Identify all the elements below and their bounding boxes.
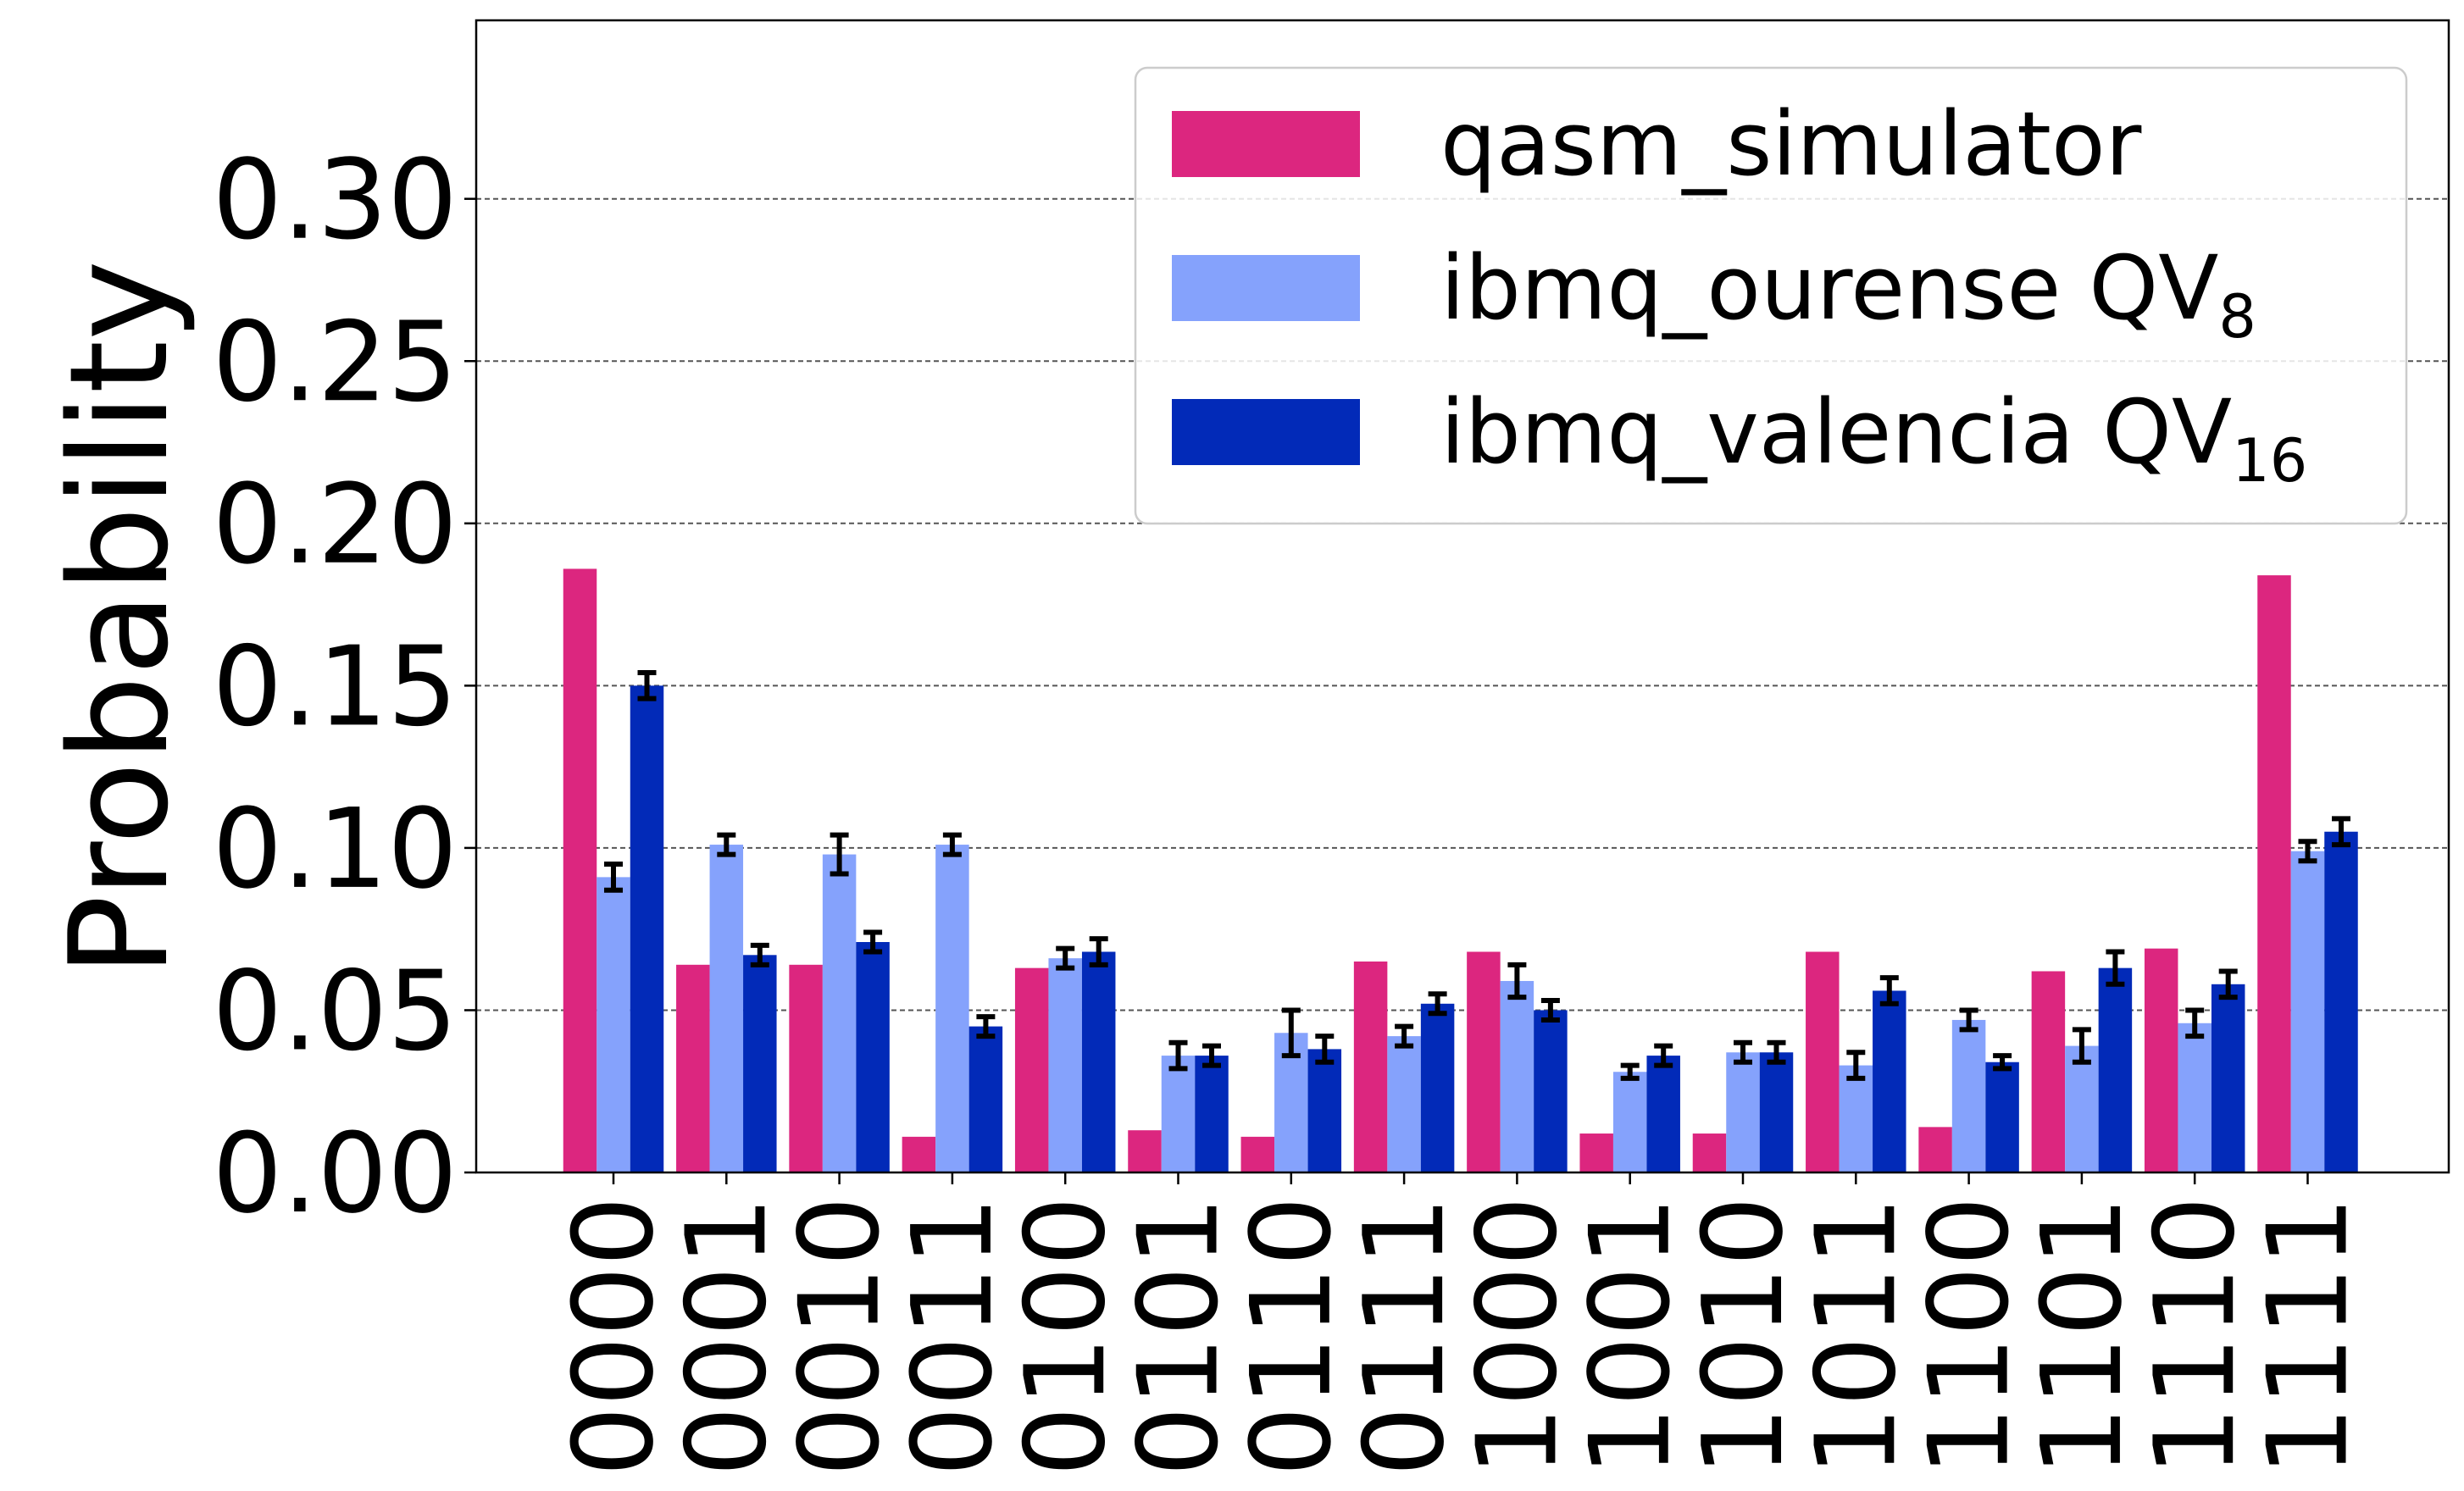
bar [789, 964, 823, 1172]
legend-box [1134, 66, 2408, 525]
bar [968, 1026, 1003, 1172]
bar [563, 568, 597, 1172]
legend-label: qasm_simulator [1440, 92, 2142, 196]
bar [1353, 961, 1388, 1172]
bar [1307, 1049, 1342, 1172]
bar [2144, 948, 2178, 1172]
legend-label-name: qasm_simulator [1440, 92, 2142, 196]
x-tick-label: 0100 [1001, 1196, 1129, 1477]
y-tick-label: 0.15 [213, 622, 458, 751]
bar [2098, 967, 2133, 1172]
y-tick-label: 0.10 [213, 784, 458, 913]
bar [630, 685, 664, 1172]
bar [2178, 1023, 2211, 1172]
bar [902, 1136, 936, 1172]
x-tick-label: 0111 [1340, 1196, 1468, 1477]
legend: qasm_simulator ibmq_ourense QV8 ibmq_valen… [1134, 66, 2408, 525]
x-tick-label: 1111 [2244, 1196, 2372, 1477]
bar [2290, 851, 2325, 1172]
bar [1387, 1036, 1421, 1172]
bar [2257, 575, 2291, 1172]
bar [2324, 831, 2358, 1172]
bar [1918, 1127, 1952, 1172]
bar [1692, 1133, 1727, 1172]
x-tick-label: 1010 [1679, 1196, 1807, 1477]
x-tick-label: 0110 [1227, 1196, 1356, 1477]
bar [1081, 951, 1116, 1172]
bar [1467, 951, 1501, 1172]
x-tick-label: 1001 [1566, 1196, 1695, 1477]
y-axis-label: Probability [40, 260, 198, 977]
bar [1646, 1056, 1680, 1172]
bar [2211, 984, 2245, 1172]
x-tick-label: 1000 [1452, 1196, 1581, 1477]
bar [1951, 1019, 1986, 1172]
y-tick-label: 0.25 [213, 297, 458, 426]
legend-label-subscript: 8 [2218, 282, 2256, 352]
bar [935, 845, 969, 1172]
bar [1534, 1010, 1568, 1172]
legend-swatch [1172, 111, 1360, 177]
bar [1612, 1072, 1647, 1172]
x-tick-label: 0000 [549, 1196, 678, 1477]
x-tick-label: 0101 [1114, 1196, 1243, 1477]
bar [856, 942, 890, 1172]
legend-label-name: ibmq_valencia QV [1440, 380, 2232, 484]
x-tick-label: 0010 [775, 1196, 904, 1477]
x-axis: 0000000100100011010001010110011110001001… [549, 1172, 2372, 1477]
bar [2065, 1045, 2099, 1172]
bar [2031, 971, 2066, 1172]
x-tick-label: 0001 [662, 1196, 791, 1477]
bar [1759, 1052, 1794, 1172]
bar [1839, 1065, 1873, 1172]
y-axis: 0.00 0.05 0.10 0.15 0.20 0.25 0.30 [213, 136, 476, 1238]
bar [1500, 980, 1534, 1172]
legend-swatch [1172, 255, 1360, 321]
bar [676, 964, 710, 1172]
bar [743, 955, 777, 1172]
bar [1806, 951, 1840, 1172]
bar [822, 854, 857, 1172]
bar [1014, 967, 1049, 1172]
bar [1128, 1130, 1162, 1172]
bar [597, 877, 630, 1172]
bar [1985, 1061, 2019, 1172]
plot-frame [474, 19, 2450, 1174]
x-tick-label: 1110 [2130, 1196, 2259, 1477]
y-tick-label: 0.20 [213, 460, 458, 589]
y-tick-label: 0.05 [213, 946, 458, 1075]
bar [1726, 1052, 1760, 1172]
bars [563, 568, 2358, 1172]
x-tick-label: 0011 [888, 1196, 1017, 1477]
x-tick-label: 1100 [1905, 1196, 2034, 1477]
x-tick-label: 1011 [1791, 1196, 1920, 1477]
bar [1579, 1133, 1613, 1172]
bar [1420, 1003, 1455, 1172]
legend-label-name: ibmq_ourense QV [1440, 236, 2218, 340]
y-tick-label: 0.00 [213, 1109, 458, 1238]
legend-label: ibmq_valencia QV16 [1440, 380, 2307, 496]
bar [1195, 1056, 1229, 1172]
bar [709, 845, 744, 1172]
bar [1873, 990, 1906, 1172]
error-bars [604, 670, 2350, 1081]
legend-swatch [1172, 399, 1360, 465]
bar [1240, 1136, 1275, 1172]
x-tick-label: 1101 [2017, 1196, 2146, 1477]
bar [1161, 1056, 1196, 1172]
legend-label-subscript: 16 [2232, 426, 2307, 496]
legend-label: ibmq_ourense QV8 [1440, 236, 2256, 352]
y-tick-label: 0.30 [213, 136, 458, 264]
bar [1048, 958, 1082, 1172]
